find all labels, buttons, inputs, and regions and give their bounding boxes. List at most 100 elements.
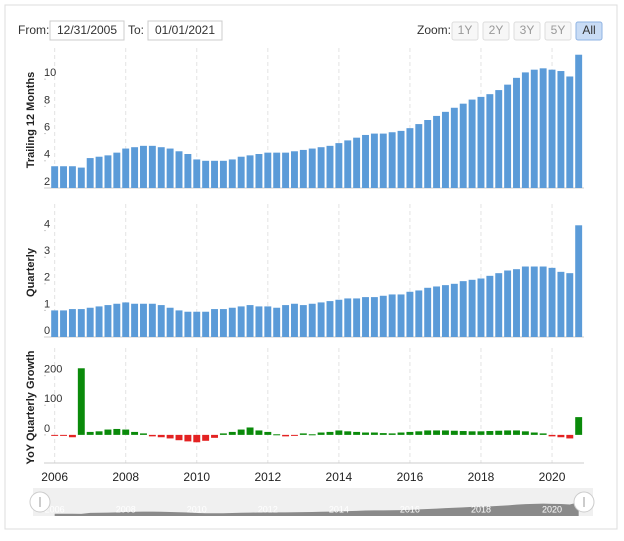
bar <box>433 115 441 188</box>
bar <box>202 311 210 337</box>
bar <box>433 286 441 337</box>
y-tick-label: 10 <box>44 67 56 79</box>
bar <box>504 84 512 188</box>
bar <box>353 137 361 188</box>
bar <box>406 128 414 188</box>
to-input[interactable] <box>147 20 223 41</box>
bar <box>290 303 298 337</box>
y-tick-label: 3 <box>44 245 50 257</box>
bar <box>459 281 467 337</box>
bar <box>557 271 565 337</box>
bar <box>140 433 147 435</box>
y-tick-label: 200 <box>44 364 62 376</box>
bar <box>379 295 387 337</box>
bar <box>335 299 343 337</box>
bar <box>219 309 227 337</box>
x-tick-label: 2018 <box>468 470 495 484</box>
bar <box>140 303 147 337</box>
zoom-button-label[interactable]: 2Y <box>489 23 504 37</box>
bar <box>530 69 538 188</box>
bar <box>539 266 547 337</box>
bar <box>290 151 298 188</box>
bar <box>77 368 85 435</box>
bar <box>370 133 378 188</box>
zoom-button-label[interactable]: 5Y <box>551 23 566 37</box>
bar <box>282 434 290 437</box>
bar <box>299 305 307 337</box>
bar <box>441 430 449 435</box>
navigator-label: 2016 <box>400 504 420 514</box>
bar <box>148 145 156 188</box>
bar <box>326 431 334 435</box>
navigator-label: 2012 <box>258 504 278 514</box>
zoom-button[interactable] <box>513 21 541 41</box>
y-tick-label: 2 <box>44 176 50 188</box>
bar <box>202 160 210 188</box>
zoom-button[interactable] <box>482 21 510 41</box>
bar <box>415 124 423 188</box>
bar <box>370 297 378 337</box>
bar <box>495 273 503 337</box>
bar <box>255 154 263 188</box>
bar <box>95 306 103 337</box>
zoom-button[interactable] <box>451 21 479 41</box>
bar <box>122 148 130 188</box>
navigator-label: 2008 <box>116 504 136 514</box>
bar <box>450 107 458 188</box>
bar <box>131 431 139 435</box>
bar <box>148 303 156 337</box>
bar <box>184 434 192 442</box>
bar <box>326 301 334 337</box>
bar <box>166 307 174 337</box>
bar <box>193 434 201 443</box>
bar <box>495 90 503 188</box>
bar <box>175 434 183 441</box>
bar <box>140 145 147 188</box>
bar <box>388 433 396 435</box>
bar <box>450 283 458 337</box>
bar <box>211 434 218 438</box>
bar <box>104 155 112 188</box>
bar <box>521 431 529 435</box>
bar <box>131 303 139 337</box>
bar <box>548 434 556 437</box>
bar <box>326 145 334 188</box>
zoom-button[interactable] <box>575 21 603 41</box>
navigator-label: 2006 <box>45 504 65 514</box>
bar <box>575 225 583 337</box>
bar <box>486 431 494 435</box>
bar <box>548 69 556 188</box>
x-tick-label: 2010 <box>183 470 210 484</box>
bar <box>557 71 565 188</box>
bar <box>148 434 156 437</box>
bar <box>424 430 432 435</box>
bar <box>157 147 165 188</box>
zoom-button-label[interactable]: All <box>582 23 595 37</box>
bar <box>308 303 316 337</box>
zoom-button-label[interactable]: 1Y <box>458 23 473 37</box>
bar <box>468 99 476 188</box>
zoom-button[interactable] <box>544 21 572 41</box>
bar <box>433 430 441 435</box>
from-input[interactable] <box>49 20 125 41</box>
y-tick-label: 4 <box>44 219 50 231</box>
bar <box>441 111 449 188</box>
bar <box>264 306 272 337</box>
bar <box>459 103 467 188</box>
bar <box>51 434 59 436</box>
from-value[interactable]: 12/31/2005 <box>57 23 117 37</box>
bar <box>335 430 343 435</box>
bar <box>397 130 405 188</box>
bar <box>193 311 201 337</box>
bar <box>246 427 254 435</box>
bar <box>122 429 130 435</box>
bar <box>51 166 59 188</box>
bar <box>362 432 369 435</box>
to-value[interactable]: 01/01/2021 <box>155 23 215 37</box>
y-tick-label: 2 <box>44 272 50 284</box>
bar <box>86 431 94 435</box>
bar <box>113 152 121 188</box>
zoom-button-label[interactable]: 3Y <box>520 23 535 37</box>
y-tick-label: 1 <box>44 298 50 310</box>
bar <box>193 159 201 188</box>
